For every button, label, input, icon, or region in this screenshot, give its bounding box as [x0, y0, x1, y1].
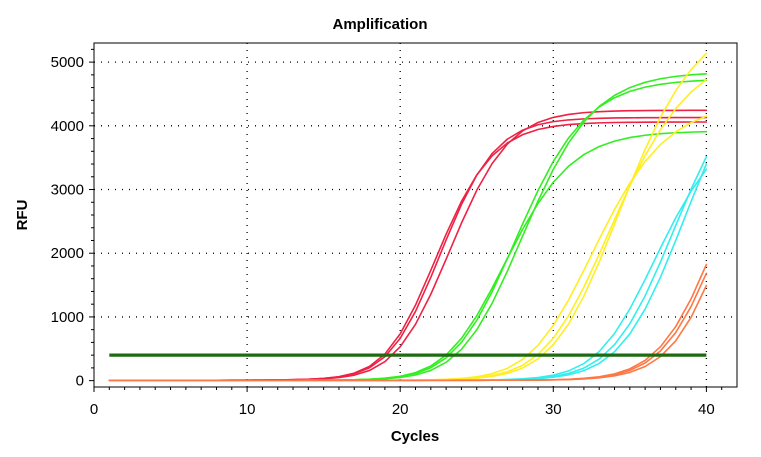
x-tick-label: 10 — [239, 401, 256, 418]
chart-title: Amplification — [332, 16, 427, 33]
y-tick-label: 4000 — [51, 118, 84, 135]
y-tick-label: 2000 — [51, 245, 84, 262]
ticks-layer: 0 10 20 30 40 0 1000 2000 3000 4000 5000 — [51, 48, 723, 418]
y-axis-label: RFU — [14, 200, 31, 231]
y-tick-label: 3000 — [51, 182, 84, 199]
plot-area — [93, 42, 738, 388]
y-tick-label: 5000 — [51, 54, 84, 71]
x-tick-label: 20 — [392, 401, 409, 418]
x-tick-label: 40 — [698, 401, 715, 418]
series-layer — [108, 52, 708, 382]
series-line-orange-3 — [108, 284, 708, 382]
y-tick-label: 0 — [76, 373, 84, 390]
x-axis-label: Cycles — [391, 428, 439, 445]
x-tick-label: 30 — [545, 401, 562, 418]
y-tick-label: 1000 — [51, 309, 84, 326]
x-tick-label: 0 — [90, 401, 98, 418]
